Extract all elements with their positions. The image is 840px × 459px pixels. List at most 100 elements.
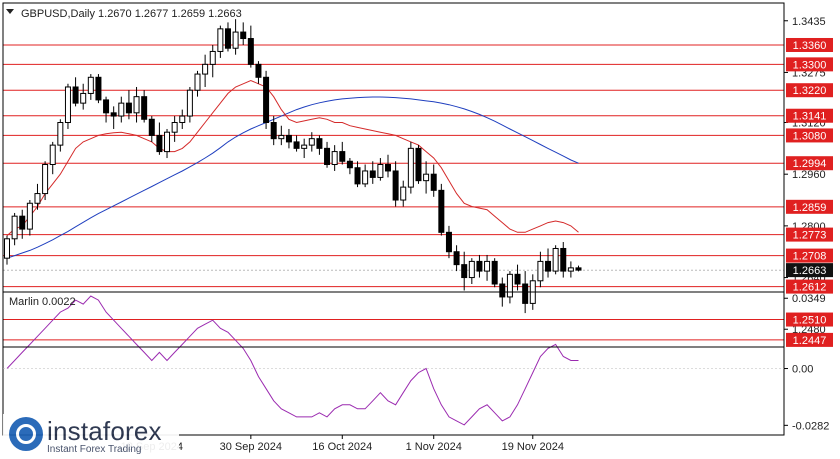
candle-24 — [186, 86, 193, 123]
bear-candle-body — [476, 260, 483, 272]
candle-47 — [362, 164, 369, 188]
level-tag-1.3220 — [786, 83, 833, 98]
candle-33 — [255, 61, 262, 84]
candle-38 — [293, 135, 300, 152]
bull-candle-body — [537, 260, 544, 282]
bull-candle-body — [484, 260, 491, 272]
candle-41 — [316, 135, 323, 155]
bull-candle-body — [4, 238, 10, 259]
bear-candle-body — [240, 31, 247, 40]
candle-43 — [331, 145, 338, 171]
bull-candle-body — [468, 260, 475, 279]
marlin-oscillator-line — [6, 295, 579, 426]
candle-14 — [110, 106, 117, 129]
candle-36 — [278, 125, 285, 146]
collapse-triangle-icon[interactable] — [6, 9, 14, 14]
level-label-1.2859: 1.2859 — [793, 202, 827, 214]
bear-candle-body — [514, 273, 521, 285]
main-pane-frame — [2, 2, 785, 348]
candle-21 — [164, 128, 171, 159]
x-tick-label: 16 Oct 2024 — [312, 441, 372, 453]
level-label-1.2510: 1.2510 — [793, 315, 827, 327]
bear-candle-body — [285, 134, 292, 143]
candle-13 — [103, 96, 110, 123]
level-tag-1.3141 — [786, 108, 833, 123]
bear-candle-body — [324, 147, 331, 166]
bull-candle-body — [423, 173, 430, 182]
bull-candle-body — [301, 144, 308, 149]
level-tag-1.2510 — [786, 312, 833, 327]
candle-70 — [537, 251, 544, 288]
candle-6 — [49, 141, 56, 175]
osc-tick-label: 0.0349 — [792, 293, 826, 305]
bear-candle-body — [339, 151, 346, 162]
bear-candle-body — [354, 167, 361, 185]
bull-candle-body — [552, 247, 559, 272]
candle-51 — [392, 161, 399, 207]
candle-12 — [95, 74, 102, 104]
current-price-tag — [786, 263, 833, 278]
bear-candle-body — [263, 76, 270, 124]
candle-7 — [57, 119, 64, 152]
candle-44 — [339, 141, 346, 165]
fast-moving-average-line — [6, 79, 579, 236]
y-tick-label: 1.3435 — [792, 16, 826, 28]
candle-10 — [80, 83, 87, 110]
candle-4 — [34, 183, 41, 210]
bull-candle-body — [377, 164, 384, 178]
level-tag-1.3080 — [786, 128, 833, 143]
watermark-brand: instaforex — [47, 416, 162, 446]
candle-16 — [125, 90, 132, 120]
candle-58 — [445, 225, 452, 259]
bear-candle-body — [316, 138, 323, 149]
watermark-tagline: Instant Forex Trading — [47, 444, 142, 455]
candle-72 — [552, 245, 559, 275]
x-tick-label: 19 Nov 2024 — [502, 441, 564, 453]
bull-candle-body — [209, 50, 216, 65]
bull-candle-body — [331, 151, 338, 166]
candle-19 — [148, 116, 155, 142]
candle-17 — [133, 86, 140, 123]
level-tag-1.3360 — [786, 37, 833, 52]
bull-candle-body — [194, 73, 201, 91]
candle-46 — [354, 161, 361, 188]
level-label-1.2612: 1.2612 — [793, 282, 827, 294]
candle-26 — [202, 54, 209, 87]
bear-candle-body — [141, 96, 148, 120]
level-tag-1.2859 — [786, 199, 833, 214]
bull-candle-body — [133, 96, 140, 114]
candle-42 — [324, 141, 331, 168]
bull-candle-body — [171, 122, 178, 133]
candle-34 — [263, 70, 270, 129]
level-tag-1.2612 — [786, 279, 833, 294]
candle-0 — [4, 235, 10, 265]
x-tick-label: 1 Nov 2024 — [406, 441, 462, 453]
candle-48 — [369, 161, 376, 184]
bull-candle-body — [202, 63, 209, 75]
candle-31 — [240, 22, 247, 45]
candle-50 — [385, 154, 391, 178]
osc-tick-label: 0.00 — [792, 364, 813, 376]
candle-64 — [491, 258, 498, 288]
candle-9 — [72, 77, 79, 107]
candle-28 — [217, 25, 224, 58]
oscillator-label: Marlin 0.0022 — [9, 296, 76, 308]
bull-candle-body — [57, 122, 64, 146]
x-tick-label: 30 Sep 2024 — [220, 441, 282, 453]
candle-29 — [224, 22, 231, 52]
bull-candle-body — [118, 102, 125, 117]
bear-candle-body — [392, 170, 399, 201]
candle-71 — [545, 248, 552, 278]
candle-54 — [415, 145, 422, 184]
oscillator-pane-frame — [2, 291, 785, 436]
slow-moving-average-line — [6, 96, 579, 259]
bear-candle-body — [125, 102, 132, 114]
level-tag-1.2708 — [786, 248, 833, 263]
bull-candle-body — [232, 31, 239, 49]
candle-27 — [209, 44, 216, 78]
instaforex-watermark: instaforex Instant Forex Trading — [3, 414, 179, 456]
candle-66 — [506, 271, 513, 304]
bear-candle-body — [224, 28, 231, 49]
candle-37 — [285, 128, 292, 149]
